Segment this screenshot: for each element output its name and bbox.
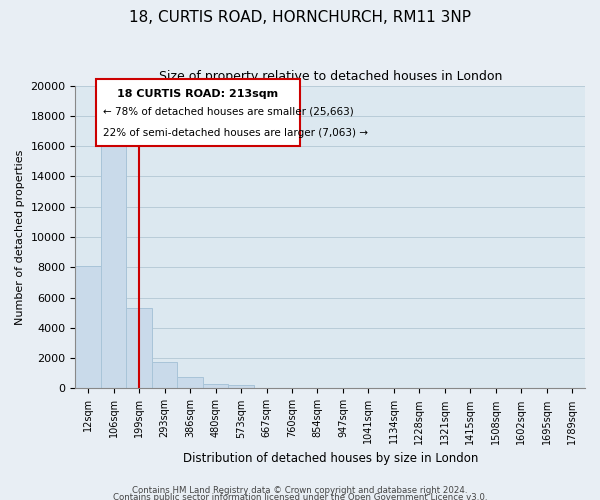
Text: 18 CURTIS ROAD: 213sqm: 18 CURTIS ROAD: 213sqm [117,88,278,99]
Bar [178,377,203,388]
Bar [228,384,254,388]
Bar [101,138,127,388]
Bar [203,384,228,388]
Y-axis label: Number of detached properties: Number of detached properties [15,150,25,324]
Bar [76,266,101,388]
X-axis label: Distribution of detached houses by size in London: Distribution of detached houses by size … [182,452,478,465]
FancyBboxPatch shape [96,80,299,146]
Text: Contains public sector information licensed under the Open Government Licence v3: Contains public sector information licen… [113,494,487,500]
Bar [152,362,178,388]
Text: ← 78% of detached houses are smaller (25,663): ← 78% of detached houses are smaller (25… [103,107,354,117]
Text: Contains HM Land Registry data © Crown copyright and database right 2024.: Contains HM Land Registry data © Crown c… [132,486,468,495]
Bar [127,308,152,388]
Title: Size of property relative to detached houses in London: Size of property relative to detached ho… [158,70,502,83]
Text: 18, CURTIS ROAD, HORNCHURCH, RM11 3NP: 18, CURTIS ROAD, HORNCHURCH, RM11 3NP [129,10,471,25]
Text: 22% of semi-detached houses are larger (7,063) →: 22% of semi-detached houses are larger (… [103,128,368,138]
